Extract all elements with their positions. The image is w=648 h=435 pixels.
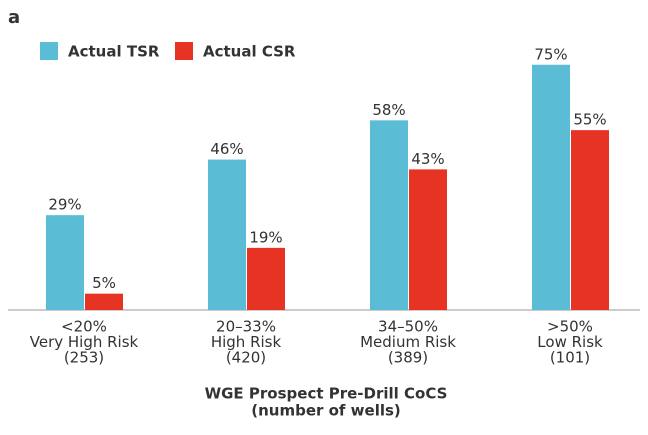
bar	[46, 215, 84, 310]
x-tick-label: High Risk	[211, 333, 282, 351]
value-label: 75%	[534, 45, 567, 63]
bar	[208, 159, 246, 310]
bar	[85, 293, 123, 310]
x-tick-label: >50%	[547, 318, 593, 336]
x-axis-label: (number of wells)	[251, 402, 401, 420]
legend-swatch	[175, 42, 193, 60]
value-label: 5%	[92, 274, 116, 292]
x-tick-label: 20–33%	[216, 318, 276, 336]
value-label: 58%	[372, 101, 405, 119]
legend-label: Actual TSR	[68, 43, 160, 61]
x-tick-label: 34–50%	[378, 318, 438, 336]
value-label: 19%	[249, 228, 282, 246]
x-tick-label: <20%	[61, 318, 107, 336]
x-tick-label: (420)	[226, 349, 266, 367]
x-tick-label: (101)	[550, 349, 590, 367]
x-tick-label: Medium Risk	[360, 333, 456, 351]
value-label: 29%	[48, 196, 81, 214]
bar	[247, 247, 285, 310]
x-tick-label: Very High Risk	[30, 333, 139, 351]
panel-label: a	[8, 7, 20, 28]
bar	[409, 169, 447, 310]
bar	[370, 120, 408, 310]
x-tick-label: (389)	[388, 349, 428, 367]
value-label: 43%	[411, 150, 444, 168]
value-label: 46%	[210, 140, 243, 158]
x-axis-label: WGE Prospect Pre-Drill CoCS	[205, 385, 448, 403]
bar	[571, 130, 609, 310]
legend-label: Actual CSR	[203, 43, 296, 61]
x-tick-label: (253)	[64, 349, 104, 367]
value-label: 55%	[573, 111, 606, 129]
legend-swatch	[40, 42, 58, 60]
x-tick-label: Low Risk	[537, 333, 603, 351]
bar	[532, 64, 570, 310]
